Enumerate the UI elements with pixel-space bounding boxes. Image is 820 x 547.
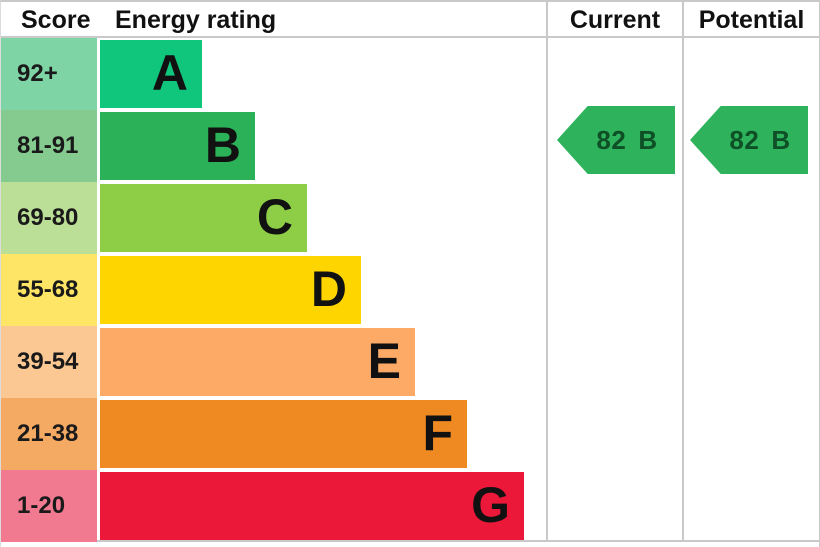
score-range-a: 92+ xyxy=(1,38,97,110)
rating-letter-d: D xyxy=(310,261,347,317)
rating-bar-b: B xyxy=(100,112,255,180)
potential-rating-value: 82 xyxy=(729,124,760,155)
rating-bar-g: G xyxy=(100,472,524,540)
energy-rating-column-header: Energy rating xyxy=(115,6,277,34)
potential-rating-letter: B xyxy=(771,124,791,155)
score-range-d: 55-68 xyxy=(1,254,97,326)
current-rating-letter: B xyxy=(638,124,658,155)
rating-letter-b: B xyxy=(204,117,241,173)
current-rating-arrow: 82 B xyxy=(557,106,675,174)
score-column-header: Score xyxy=(21,6,91,34)
rating-bar-f: F xyxy=(100,400,467,468)
rating-letter-g: G xyxy=(471,477,510,533)
rating-row-f: 21-38 F xyxy=(1,398,547,470)
rating-letter-f: F xyxy=(422,405,453,461)
rating-row-d: 55-68 D xyxy=(1,254,547,326)
rating-bar-e: E xyxy=(100,328,415,396)
current-column-header: Current xyxy=(569,6,661,34)
current-rating-value: 82 xyxy=(596,124,627,155)
score-range-c: 69-80 xyxy=(1,182,97,254)
potential-rating-arrow: 82 B xyxy=(690,106,808,174)
score-range-g: 1-20 xyxy=(1,470,97,542)
rating-letter-e: E xyxy=(367,333,401,389)
rating-letter-c: C xyxy=(256,189,293,245)
score-range-e: 39-54 xyxy=(1,326,97,398)
current-column-divider xyxy=(546,2,548,542)
potential-column-header: Potential xyxy=(698,6,805,34)
rating-row-c: 69-80 C xyxy=(1,182,547,254)
table-header-row: Score Energy rating Current Potential xyxy=(1,2,819,38)
score-range-b: 81-91 xyxy=(1,110,97,182)
rating-row-a: 92+ A xyxy=(1,38,547,110)
rating-bar-a: A xyxy=(100,40,202,108)
rating-bar-d: D xyxy=(100,256,361,324)
bottom-border xyxy=(1,540,819,542)
rating-bar-c: C xyxy=(100,184,307,252)
rating-row-e: 39-54 E xyxy=(1,326,547,398)
score-range-f: 21-38 xyxy=(1,398,97,470)
rating-row-b: 81-91 B xyxy=(1,110,547,182)
potential-column-divider xyxy=(682,2,684,542)
rating-row-g: 1-20 G xyxy=(1,470,547,542)
rating-rows: 92+ A 81-91 B 69-80 C 55-68 D 39-54 xyxy=(1,38,547,542)
rating-letter-a: A xyxy=(151,45,188,101)
